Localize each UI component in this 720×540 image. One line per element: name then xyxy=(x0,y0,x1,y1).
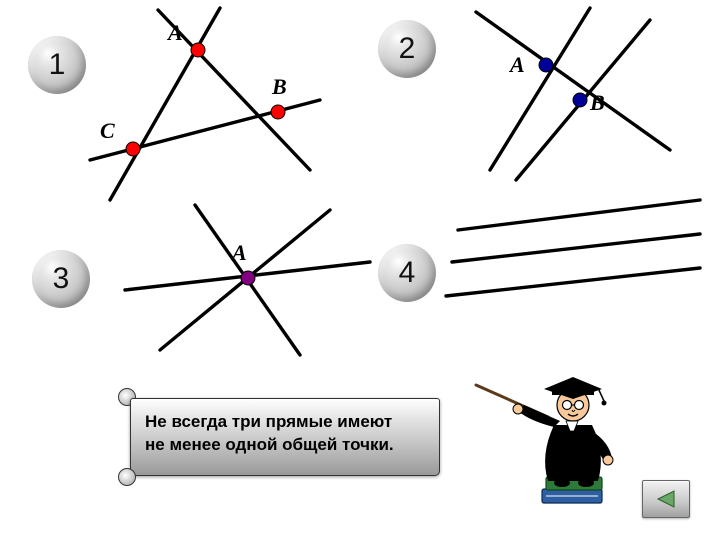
option-ball-2[interactable]: 2 xyxy=(378,20,436,78)
fig1-label-C: C xyxy=(100,118,115,144)
option-ball-1[interactable]: 1 xyxy=(28,36,86,94)
professor-illustration xyxy=(470,355,650,515)
fig2-label-B: B xyxy=(590,90,605,116)
option-ball-4[interactable]: 4 xyxy=(378,244,436,302)
answer-line-1: Не всегда три прямые имеют xyxy=(145,412,392,431)
nav-back-button[interactable] xyxy=(642,480,690,518)
option-ball-3-label: 3 xyxy=(53,262,70,295)
answer-line-2: не менее одной общей точки. xyxy=(145,435,394,454)
fig1-label-B: B xyxy=(272,74,287,100)
option-ball-2-label: 2 xyxy=(399,32,416,65)
answer-scroll-paper: Не всегда три прямые имеют не менее одно… xyxy=(130,398,440,476)
fig3-label-A: A xyxy=(232,240,247,266)
option-ball-4-label: 4 xyxy=(399,256,416,289)
option-ball-1-label: 1 xyxy=(49,48,66,81)
fig1-label-A: A xyxy=(168,20,183,46)
option-ball-3[interactable]: 3 xyxy=(32,250,90,308)
answer-scroll: Не всегда три прямые имеют не менее одно… xyxy=(120,390,450,485)
slide-canvas: 1 2 3 4 A B C A B A Не всегда три прямые… xyxy=(0,0,720,540)
triangle-left-icon xyxy=(654,489,678,509)
fig2-label-A: A xyxy=(510,52,525,78)
scroll-curl-bl xyxy=(118,468,136,486)
